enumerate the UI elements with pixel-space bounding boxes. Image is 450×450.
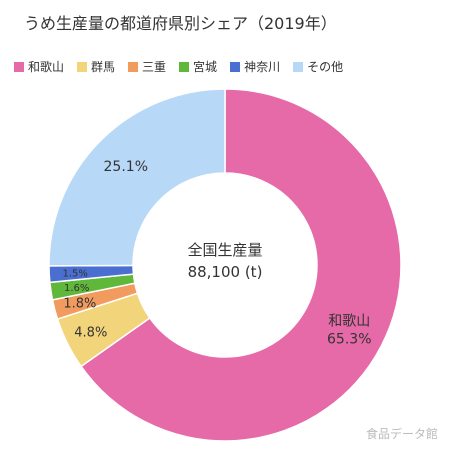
legend-item: 和歌山 (14, 58, 64, 75)
legend-item: 宮城 (179, 58, 217, 75)
chart-title: うめ生産量の都道府県別シェア（2019年） (24, 14, 337, 33)
legend-label: 神奈川 (244, 60, 281, 74)
chart-legend: 和歌山 群馬 三重 宮城 神奈川 その他 (14, 58, 343, 75)
legend-swatch (14, 61, 24, 72)
slice-label: 4.8% (74, 326, 107, 341)
legend-label: 群馬 (91, 60, 116, 74)
slice-label: 1.6% (64, 283, 89, 294)
legend-item: 群馬 (77, 58, 115, 75)
watermark: 食品データ館 (365, 427, 438, 441)
slice-label: 25.1% (104, 159, 148, 175)
legend-item: その他 (293, 58, 343, 75)
pie-slice (48, 88, 226, 267)
slice-label: 1.5% (62, 268, 87, 279)
legend-label: 和歌山 (28, 60, 65, 74)
slice-label: 1.8% (63, 297, 96, 312)
legend-swatch (230, 61, 241, 72)
legend-swatch (179, 61, 190, 72)
legend-label: その他 (307, 60, 344, 74)
legend-swatch (77, 61, 88, 72)
legend-item: 神奈川 (230, 58, 280, 75)
legend-swatch (293, 61, 304, 72)
legend-swatch (128, 61, 139, 72)
center-label: 全国生産量 88,100 (t) (187, 241, 262, 281)
legend-item: 三重 (128, 58, 166, 75)
slice-label: 和歌山 65.3% (327, 313, 371, 347)
legend-label: 三重 (142, 60, 167, 74)
legend-label: 宮城 (193, 60, 218, 74)
pie-slice (80, 88, 402, 442)
